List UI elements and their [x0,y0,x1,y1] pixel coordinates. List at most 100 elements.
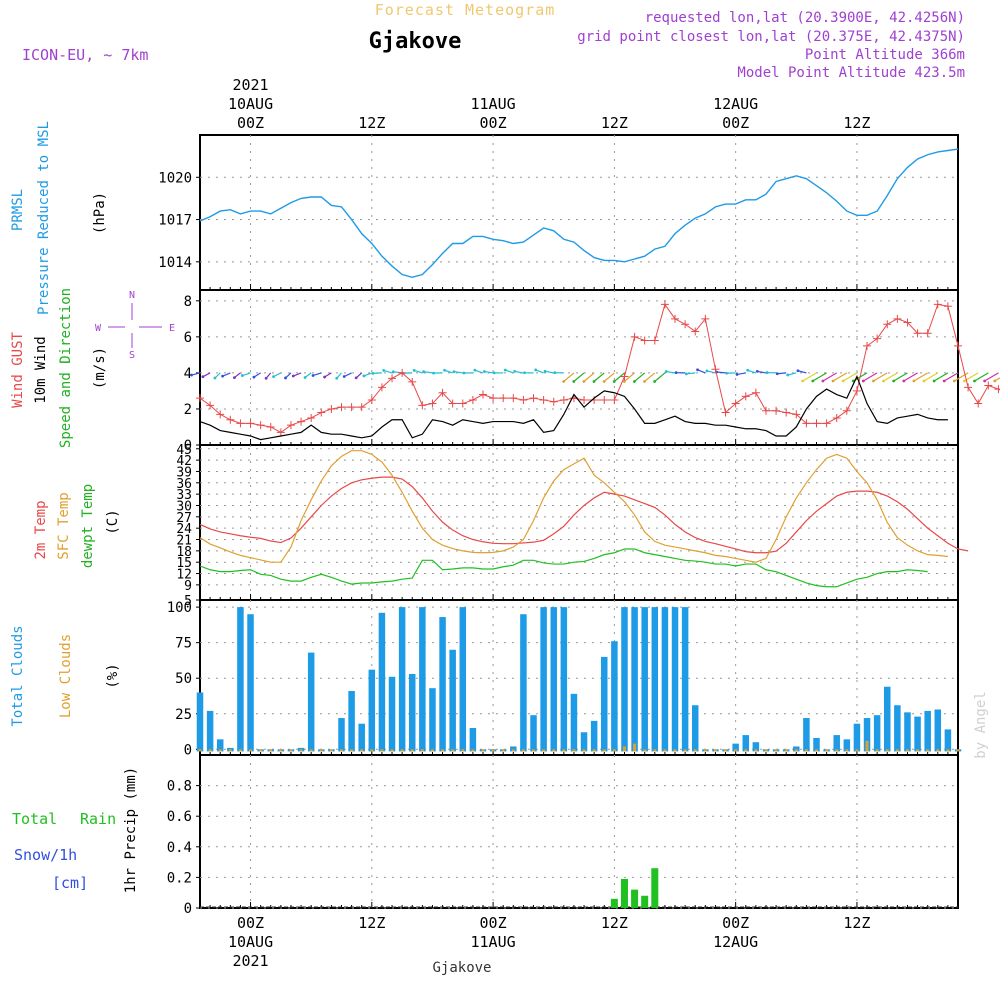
gust-point [256,421,265,430]
top-time-label: 00Z [480,114,507,132]
gust-point [377,383,386,392]
low-cloud-bar [643,749,647,752]
clouds-ytick-label: 0 [184,742,192,758]
wind-ytick-label: 8 [184,294,192,310]
low-cloud-bar [521,749,525,752]
wind-arrow-head [582,380,586,383]
wind-panel: 0 2 4 6 8 [184,289,1000,454]
total-cloud-bar [388,676,396,752]
low-cloud-bar [420,749,424,752]
gust-point [903,318,912,327]
speed-dir-label: Speed and Direction [58,288,74,448]
wind-arrow-head [643,380,646,383]
precipitation-ytick-label: 0.6 [167,809,192,825]
gust-point [863,341,872,350]
wind-arrow [716,371,726,374]
total-cloud-bar [793,746,800,752]
gust-point [216,410,225,419]
wind-arrow [484,370,494,374]
total-cloud-bar [196,692,204,752]
wind-arrow-head [492,371,496,375]
wind-arrow [654,372,666,382]
product-title: Forecast Meteogram [375,1,556,19]
gust-point [418,401,427,410]
wind-arrow-head [882,379,885,383]
gust-point [529,394,538,403]
wind-arrow [994,377,1000,382]
rain-label-2: Rain [80,810,116,828]
wind-arrow-head [841,379,845,383]
wind-arrow-head [391,370,395,374]
total-cloud-bar [247,614,254,752]
compass-w: W [95,323,102,334]
total-cloud-bar [803,718,810,752]
total-cloud-bar [924,710,931,752]
wind-arrow-head [354,376,358,380]
snow-unit: [cm] [52,874,88,892]
wind-label: 10m Wind [33,336,49,403]
wind-arrow [505,369,514,374]
wind-arrow [923,372,939,382]
total-cloud-bar [944,729,952,752]
rain-bar [631,889,639,908]
wind-arrow [706,370,716,374]
total-cloud-bar [691,705,699,752]
gust-point [337,403,346,412]
top-time-label: 12Z [601,114,628,132]
gust-label: Wind GUST [10,332,26,408]
wind-arrow [544,370,554,374]
total-cloud-bar [348,691,355,752]
total-clouds-label: Total Clouds [10,625,26,726]
wind-arrow [893,372,908,382]
total-cloud-bar [813,737,820,752]
temp-labels: 2m Temp SFC Temp dewpt Temp (C) [33,484,121,568]
low-cloud-bar [552,749,556,752]
model-name: ICON-EU, ~ 7km [22,46,148,64]
clouds-unit: (%) [105,663,121,688]
wind-arrow-head [786,373,790,377]
wind-arrow-head [932,379,936,383]
total-cloud-bar [853,723,861,752]
wind-arrow-head [503,368,507,372]
wind-arrow-head [335,376,339,380]
low-cloud-bar [400,749,404,752]
wind-arrow-head [755,369,759,373]
wind-arrow-head [633,380,636,383]
gust-point [741,392,750,401]
precipitation-ytick-label: 0.8 [167,779,192,795]
wind-arrow [802,372,817,382]
low-cloud-bar [501,749,505,752]
rain-bar [641,895,649,908]
low-cloud-bar [946,749,950,752]
bottom-time-label: 00Z [237,914,264,932]
low-cloud-bar [804,749,808,752]
wind-arrow-head [562,380,566,383]
compass-n: N [129,290,135,301]
wind-arrow [797,370,807,374]
low-cloud-bar [279,749,283,752]
low-cloud-bar [784,749,788,752]
total-cloud-bar [570,693,578,752]
total-cloud-bar [398,607,406,752]
wind-arrow-head [821,379,825,383]
low-cloud-bar [734,749,738,752]
wind-arrow-head [861,379,865,383]
gust-point [438,388,447,397]
wind-frame [199,289,959,446]
wind-arrow-head [922,379,926,383]
wind-ytick-label: 0 [184,438,192,454]
bottom-time-label: 12Z [843,914,870,932]
gust-point [367,395,376,404]
precipitation-ytick-label: 0 [184,901,192,917]
temperature-ytick-label: 45 [176,443,192,458]
temperature-ytick-label: 21 [176,534,192,549]
gust-point [489,394,498,403]
precipitation-ytick-label: 0.2 [167,870,192,886]
gust-point [792,410,801,419]
low-cloud-bar [744,749,748,752]
wind-arrow-head [452,370,456,373]
temperature-ytick-label: 9 [184,579,192,594]
low-cloud-bar [208,749,212,752]
